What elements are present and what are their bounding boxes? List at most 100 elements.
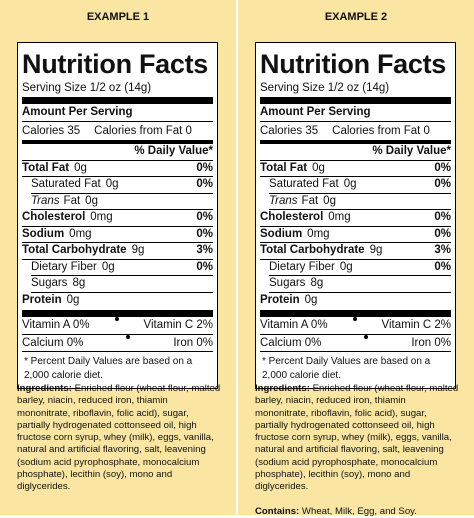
- nutrient-row: Protein 0g: [22, 293, 213, 309]
- nutrient-name: Sugars: [269, 277, 306, 289]
- nutrient-name-group: Sodium 0mg: [260, 227, 330, 243]
- nutrient-dv: 3%: [196, 244, 213, 256]
- nutrient-row: Trans Fat 0g: [269, 194, 451, 210]
- contains-text: Wheat, Milk, Egg, and Soy.: [301, 505, 417, 517]
- nutrient-amount: 0g: [101, 260, 115, 273]
- nutrient-amount: 0mg: [69, 227, 92, 240]
- nutrient-name-group: Protein 0g: [260, 293, 317, 309]
- contains: Contains: Wheat, Milk, Egg, and Soy.: [255, 506, 461, 518]
- bullet: [114, 317, 119, 321]
- nutrient-row: Total Carbohydrate 9g 3%: [22, 243, 213, 260]
- vitamin: Vitamin A 0%: [22, 319, 90, 331]
- nutrient-row: Total Fat 0g 0%: [22, 161, 213, 177]
- nutrient-row: Cholesterol 0mg 0%: [22, 210, 213, 227]
- bullet: [364, 334, 369, 339]
- nutrient-prefix: Trans: [269, 194, 298, 207]
- nutrient-row: Trans Fat 0g: [31, 194, 213, 210]
- nutrient-name: Sodium: [22, 227, 65, 240]
- calories-row: Calories 35 Calories from Fat 0: [22, 122, 213, 140]
- nutrient-amount: 9g: [369, 244, 383, 256]
- daily-value-header: % Daily Value*: [260, 144, 451, 161]
- nutrient-dv: 0%: [434, 227, 451, 240]
- nutrient-amount: 0g: [323, 194, 336, 207]
- calories: Calories 35: [260, 125, 319, 137]
- nutrient-row: Total Carbohydrate 9g 3%: [260, 243, 451, 260]
- ingredients-label: Ingredients:: [17, 383, 72, 394]
- nutrient-name: Fat: [63, 194, 81, 207]
- example-title: EXAMPLE 2: [324, 11, 388, 23]
- vitamin-row: Vitamin A 0% Vitamin C 2%: [260, 317, 451, 335]
- nutrient-prefix: Trans: [31, 194, 60, 207]
- nutrient-name: Total Fat: [260, 161, 308, 174]
- nutrient-row: Total Fat 0g 0%: [260, 161, 451, 177]
- label-heading: Nutrition Facts: [22, 49, 209, 79]
- ingredients-label: Ingredients:: [255, 383, 310, 394]
- nutrient-name: Sugars: [31, 277, 68, 289]
- nutrient-name: Total Carbohydrate: [22, 244, 127, 256]
- ingredients: Ingredients: Enriched flour (wheat flour…: [255, 383, 461, 518]
- nutrient-dv: 0%: [196, 211, 213, 223]
- amount-per-serving: Amount Per Serving: [260, 104, 451, 122]
- nutrient-dv: 3%: [434, 244, 451, 256]
- nutrient-row: Dietary Fiber 0g 0%: [31, 260, 213, 276]
- nutrient-row: Protein 0g: [260, 293, 451, 309]
- nutrient-dv: 0%: [434, 178, 451, 190]
- nutrient-amount: 0g: [343, 178, 357, 190]
- nutrient-amount: 9g: [131, 244, 145, 256]
- nutrient-name-group: Total Carbohydrate 9g: [22, 243, 144, 259]
- nutrient-amount: 0mg: [90, 211, 113, 223]
- nutrient-name: Cholesterol: [260, 211, 324, 223]
- nutrient-row: Dietary Fiber 0g 0%: [269, 260, 451, 276]
- nutrient-name-group: Saturated Fat 0g: [31, 177, 118, 193]
- vitamin: Vitamin C 2%: [143, 319, 213, 331]
- serving-size: Serving Size 1/2 oz (14g): [260, 82, 390, 94]
- vitamin: Iron 0%: [173, 336, 213, 349]
- example-panel: EXAMPLE 2 Nutrition Facts Serving Size 1/2…: [238, 0, 474, 518]
- nutrient-dv: 0%: [196, 178, 213, 190]
- calories-row: Calories 35 Calories from Fat 0: [260, 122, 451, 140]
- nutrient-name-group: Protein 0g: [22, 293, 79, 309]
- nutrient-amount: 0g: [304, 293, 318, 306]
- bullet: [352, 317, 357, 321]
- nutrient-name-group: Sugars 8g: [31, 276, 85, 292]
- amount-per-serving: Amount Per Serving: [22, 104, 213, 122]
- nutrient-amount: 0g: [105, 178, 119, 190]
- thick-rule: [260, 310, 451, 317]
- ingredients-text: Enriched flour (wheat flour, malted barl…: [255, 383, 459, 493]
- contains-label: Contains:: [255, 505, 300, 517]
- medium-rule: [260, 140, 451, 144]
- footnote: * Percent Daily Values are based on a 2,…: [262, 356, 431, 381]
- nutrient-amount: 0mg: [307, 227, 330, 240]
- nutrient-name-group: Trans Fat 0g: [269, 194, 336, 210]
- example-panel: EXAMPLE 1 Nutrition Facts Serving Size 1/2…: [0, 0, 236, 515]
- ingredients-text: Enriched flour (wheat flour, malted barl…: [17, 383, 221, 493]
- vitamin-row: Calcium 0% Iron 0%: [260, 334, 451, 352]
- nutrient-row: Sugars 8g: [31, 276, 213, 293]
- nutrient-dv: 0%: [196, 161, 213, 174]
- vitamin: Calcium 0%: [22, 336, 84, 349]
- nutrient-row: Saturated Fat 0g 0%: [269, 177, 451, 194]
- calories: Calories 35: [22, 125, 81, 137]
- label-heading: Nutrition Facts: [260, 49, 447, 79]
- nutrient-name-group: Total Fat 0g: [22, 161, 87, 177]
- nutrient-name: Fat: [301, 194, 319, 207]
- vitamin-row: Vitamin A 0% Vitamin C 2%: [22, 317, 213, 335]
- nutrient-amount: 0g: [312, 161, 325, 174]
- nutrient-name-group: Cholesterol 0mg: [22, 210, 113, 226]
- nutrient-name: Protein: [260, 293, 300, 306]
- nutrient-dv: 0%: [196, 227, 213, 240]
- nutrient-name-group: Trans Fat 0g: [31, 194, 98, 210]
- nutrient-name: Saturated Fat: [31, 178, 101, 190]
- nutrient-name: Saturated Fat: [269, 178, 339, 190]
- thick-rule: [260, 97, 451, 104]
- nutrient-amount: 0g: [339, 260, 353, 273]
- nutrient-amount: 0g: [85, 194, 98, 207]
- nutrient-amount: 0g: [74, 161, 87, 174]
- nutrient-row: Sugars 8g: [269, 276, 451, 293]
- thick-rule: [22, 97, 213, 104]
- nutrient-row: Sodium 0mg 0%: [260, 227, 451, 243]
- nutrient-dv: 0%: [434, 161, 451, 174]
- nutrient-name: Total Fat: [22, 161, 70, 174]
- nutrient-name: Protein: [22, 293, 62, 306]
